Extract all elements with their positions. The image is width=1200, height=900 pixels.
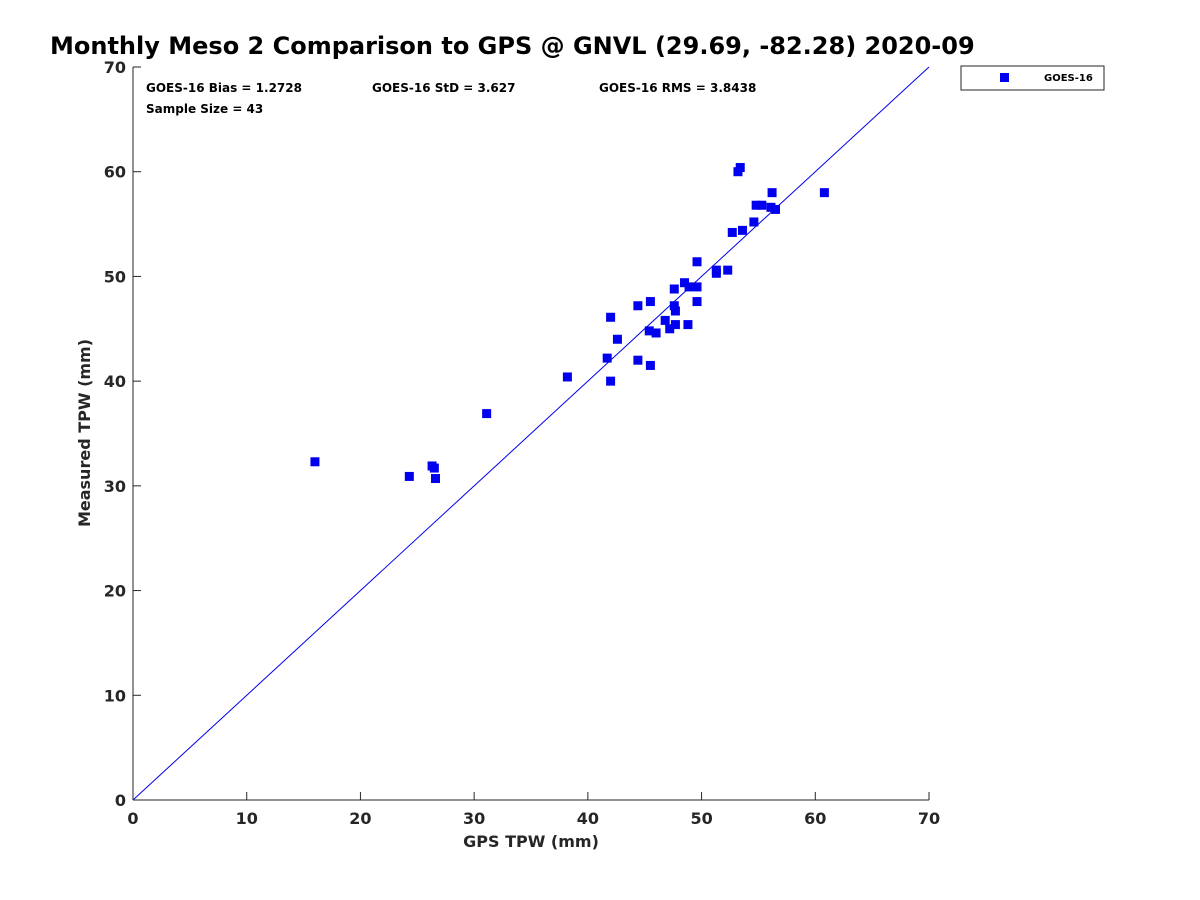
data-point (602, 353, 612, 363)
data-point (651, 328, 661, 338)
data-point (684, 282, 694, 292)
data-point (766, 202, 776, 212)
y-tick-label: 30 (104, 477, 126, 496)
y-axis-ticks: 0 10 20 30 40 50 60 70 (104, 58, 141, 810)
legend: GOES-16 (960, 65, 1105, 91)
data-point (680, 278, 690, 288)
y-tick-label: 20 (104, 582, 126, 601)
y-tick-label: 50 (104, 267, 126, 286)
data-point (660, 315, 670, 325)
data-point (310, 457, 320, 467)
data-point (757, 200, 767, 210)
data-point (633, 301, 643, 311)
data-point (711, 265, 721, 275)
y-axis-label: Measured TPW (mm) (75, 339, 94, 527)
y-tick-label: 40 (104, 372, 126, 391)
data-point (606, 376, 616, 386)
data-point (751, 200, 761, 210)
data-point (404, 471, 414, 481)
data-point (738, 225, 748, 235)
legend-marker-square (1000, 73, 1009, 82)
y-tick-label: 0 (115, 791, 126, 810)
data-point (819, 188, 829, 198)
rms-stat: GOES-16 RMS = 3.8438 (599, 81, 756, 95)
data-point (767, 188, 777, 198)
x-tick-label: 60 (804, 809, 826, 828)
stats-annotation: GOES-16 Bias = 1.2728 GOES-16 StD = 3.62… (146, 81, 756, 116)
data-point (670, 306, 680, 316)
data-point (429, 463, 439, 473)
identity-line (132, 66, 930, 801)
x-axis-ticks: 0 10 20 30 40 50 60 70 (127, 792, 940, 828)
x-tick-label: 0 (127, 809, 138, 828)
data-point (645, 360, 655, 370)
x-axis-label: GPS TPW (mm) (463, 832, 599, 851)
x-tick-label: 70 (918, 809, 940, 828)
x-tick-label: 10 (236, 809, 258, 828)
legend-label: GOES-16 (1044, 73, 1093, 84)
data-point (669, 301, 679, 311)
y-tick-label: 10 (104, 686, 126, 705)
data-point (683, 320, 693, 330)
data-point (430, 474, 440, 484)
data-point (749, 217, 759, 227)
chart-title: Monthly Meso 2 Comparison to GPS @ GNVL … (50, 32, 975, 60)
data-point (692, 257, 702, 267)
x-tick-label: 20 (349, 809, 371, 828)
data-point (735, 163, 745, 173)
data-point (770, 204, 780, 214)
data-points (310, 163, 829, 484)
legend-box (960, 65, 1105, 91)
data-point (723, 265, 733, 275)
data-point (612, 334, 622, 344)
data-point (562, 372, 572, 382)
y-tick-label: 60 (104, 163, 126, 182)
data-point (670, 320, 680, 330)
data-point (644, 326, 654, 336)
bias-stat: GOES-16 Bias = 1.2728 (146, 81, 302, 95)
data-point (633, 355, 643, 365)
data-point (727, 227, 737, 237)
x-tick-label: 40 (577, 809, 599, 828)
data-point (645, 297, 655, 307)
plot-area: 0 10 20 30 40 50 60 70 0 10 20 30 40 50 60 70 (104, 58, 940, 828)
data-point (482, 409, 492, 419)
x-tick-label: 50 (690, 809, 712, 828)
data-point (606, 312, 616, 322)
sample-size-stat: Sample Size = 43 (146, 102, 263, 116)
data-point (692, 297, 702, 307)
y-tick-label: 70 (104, 58, 126, 77)
x-tick-label: 30 (463, 809, 485, 828)
data-point (692, 282, 702, 292)
data-point (665, 324, 675, 334)
data-point (669, 284, 679, 294)
std-stat: GOES-16 StD = 3.627 (372, 81, 515, 95)
